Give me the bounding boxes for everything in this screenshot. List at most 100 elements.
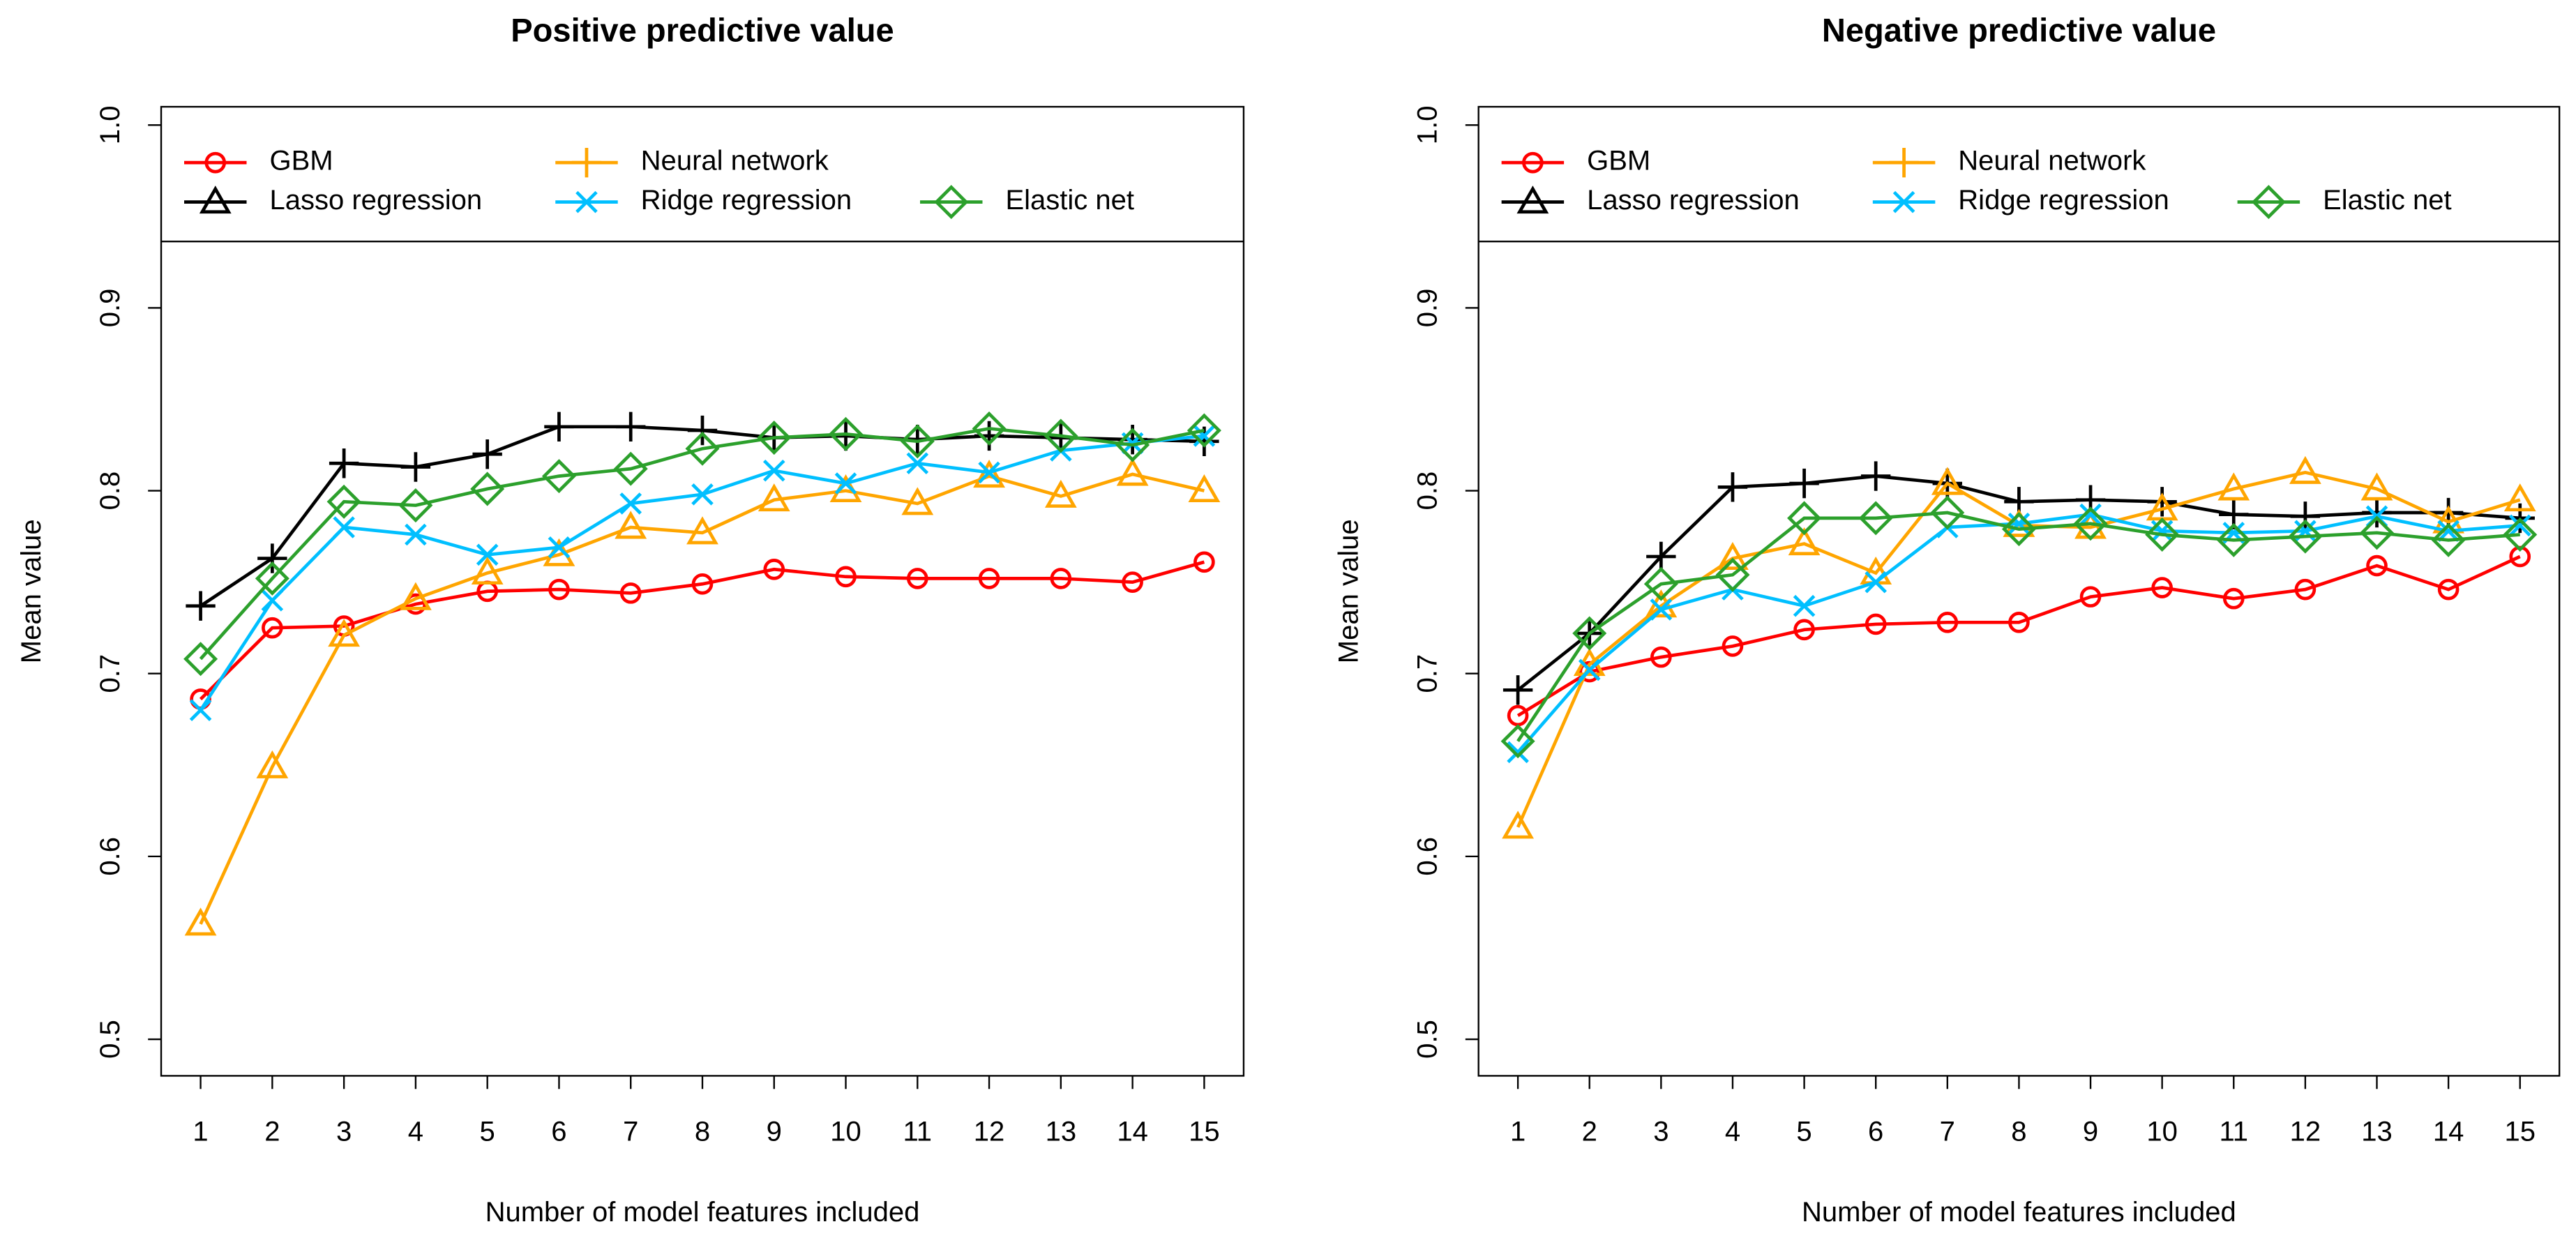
marker (1787, 501, 1822, 536)
marker (2431, 522, 2466, 557)
legend-marker (1892, 190, 1915, 213)
chart-title: Positive predictive value (511, 12, 894, 49)
marker (685, 431, 720, 466)
marker (691, 483, 714, 506)
marker (1936, 612, 1959, 633)
x-tick-label: 6 (1868, 1116, 1883, 1147)
marker (1502, 810, 1535, 839)
marker (329, 448, 359, 478)
plot-frame (160, 105, 1245, 1077)
x-axis-label: Number of model features included (485, 1197, 920, 1228)
x-tick-label: 15 (2504, 1116, 2536, 1147)
chart-title: Negative predictive value (1822, 12, 2216, 49)
marker (405, 523, 427, 546)
marker (972, 411, 1007, 446)
y-tick-label: 0.6 (1413, 837, 1443, 876)
marker (255, 561, 289, 596)
marker (906, 568, 928, 589)
marker (1717, 472, 1748, 502)
series-line (199, 472, 1205, 925)
marker (2222, 587, 2245, 610)
marker (1646, 541, 1676, 572)
marker (400, 452, 431, 482)
marker (471, 556, 504, 585)
marker (1865, 613, 1887, 635)
marker (757, 421, 792, 455)
marker (2288, 519, 2323, 554)
x-tick-label: 9 (2083, 1116, 2098, 1147)
marker (1193, 551, 1215, 573)
x-tick-label: 7 (1940, 1116, 1955, 1147)
marker (1788, 527, 1821, 556)
y-tick-label: 0.8 (95, 471, 126, 511)
marker (763, 558, 785, 580)
marker (1650, 646, 1672, 668)
marker (2508, 514, 2531, 537)
marker (548, 536, 571, 559)
marker (906, 452, 929, 475)
marker (1044, 479, 1077, 508)
y-tick-label: 0.7 (1413, 654, 1443, 693)
marker (183, 642, 218, 677)
x-tick-label: 14 (2433, 1116, 2464, 1147)
legend-marker (2251, 185, 2286, 220)
x-axis-label: Number of model features included (1802, 1197, 2236, 1228)
marker (619, 492, 642, 515)
y-axis-label: Mean value (1334, 519, 1364, 663)
y-axis-label: Mean value (16, 519, 47, 663)
legend-label: Lasso regression (1587, 185, 1800, 216)
marker (835, 566, 857, 588)
marker (1861, 461, 1891, 491)
marker (1193, 425, 1216, 447)
marker (615, 511, 647, 539)
x-tick-label: 12 (2290, 1116, 2321, 1147)
marker (262, 617, 283, 639)
marker (686, 516, 718, 545)
x-tick-label: 15 (1189, 1116, 1220, 1147)
plot-area (1500, 455, 2538, 839)
marker (1865, 571, 1887, 594)
marker (974, 421, 1004, 451)
y-tick-label: 0.6 (95, 837, 126, 876)
marker (2145, 517, 2180, 552)
x-tick-label: 12 (974, 1116, 1005, 1147)
series-line (199, 427, 1205, 661)
x-tick-label: 13 (2361, 1116, 2393, 1147)
marker (2217, 472, 2250, 501)
x-tick-label: 1 (1510, 1116, 1526, 1147)
legend-background (1478, 107, 2560, 242)
marker (1116, 458, 1149, 486)
marker (2216, 522, 2251, 557)
x-tick-label: 5 (1796, 1116, 1812, 1147)
y-tick-label: 0.9 (1413, 289, 1443, 328)
legend-label: GBM (1587, 146, 1650, 176)
marker (1717, 541, 1749, 571)
x-tick-label: 11 (903, 1116, 933, 1147)
marker (687, 415, 718, 446)
marker (613, 451, 648, 486)
x-tick-label: 7 (623, 1116, 638, 1147)
marker (399, 582, 432, 610)
plot-frame (1477, 105, 2561, 1077)
x-tick-label: 10 (2146, 1116, 2178, 1147)
marker (1050, 568, 1072, 589)
marker (326, 484, 361, 519)
marker (2001, 512, 2036, 547)
marker (2366, 554, 2388, 577)
marker (691, 573, 714, 595)
x-tick-label: 11 (2219, 1116, 2248, 1147)
marker (1715, 557, 1750, 592)
marker (256, 750, 289, 778)
x-tick-label: 8 (2011, 1116, 2026, 1147)
legend-marker (575, 190, 598, 213)
marker (2290, 501, 2321, 531)
legend-label: Neural network (1958, 146, 2146, 176)
marker (616, 412, 646, 442)
legend-marker (934, 185, 969, 220)
plot-area (183, 411, 1221, 936)
marker (1115, 428, 1150, 462)
marker (2079, 586, 2102, 608)
marker (2437, 578, 2460, 601)
marker (398, 488, 433, 523)
